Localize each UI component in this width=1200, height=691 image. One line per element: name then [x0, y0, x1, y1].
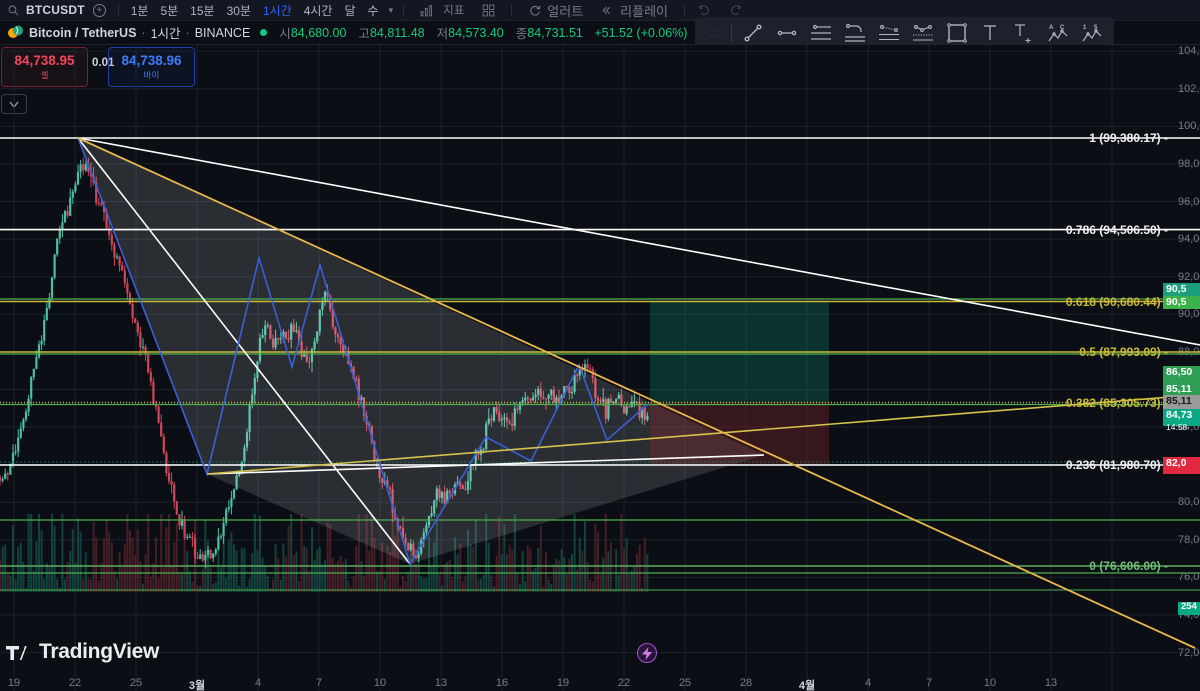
svg-text:A: A	[1049, 25, 1054, 31]
svg-text:1: 1	[1083, 25, 1087, 31]
